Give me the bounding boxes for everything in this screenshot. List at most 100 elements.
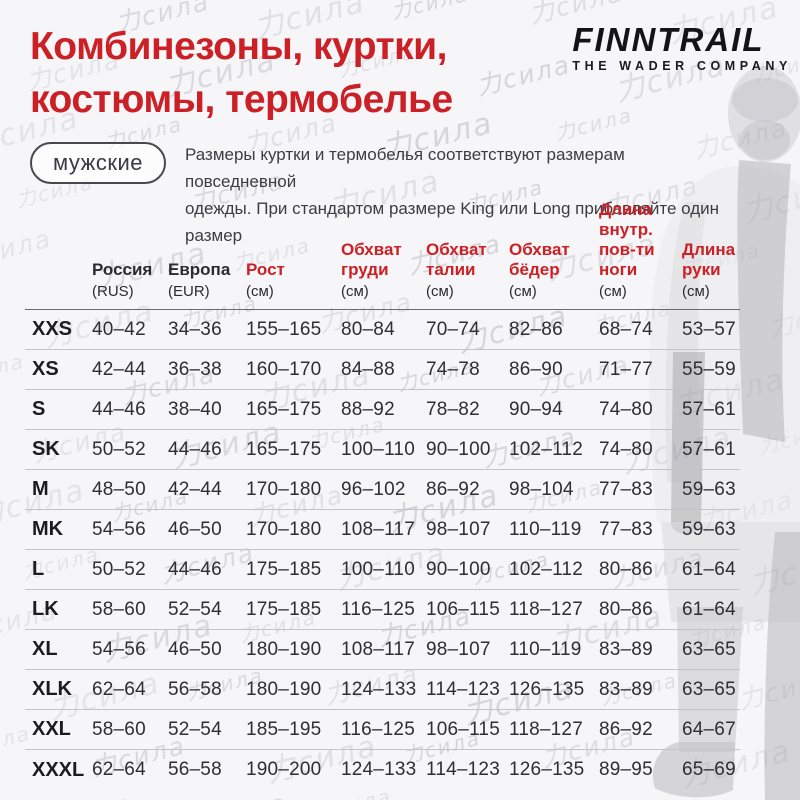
table-cell: 98–104: [509, 478, 574, 500]
table-cell: 57–61: [682, 438, 736, 460]
size-label: M: [32, 478, 49, 500]
table-cell: 116–125: [341, 598, 415, 620]
table-row: XLK 62–64 56–58 180–190 124–133 114–123 126–13…: [25, 670, 740, 710]
table-cell: 42–44: [168, 478, 222, 500]
table-cell: 114–123: [426, 678, 500, 700]
table-cell: 83–89: [599, 638, 653, 660]
table-cell: 62–64: [92, 759, 146, 780]
table-cell: 175–185: [246, 598, 322, 620]
table-cell: 58–60: [92, 598, 146, 620]
table-cell: 160–170: [246, 358, 322, 380]
size-label: XS: [32, 358, 59, 380]
column-header-label: Обхват груди: [341, 240, 402, 279]
column-header-unit: (RUS): [92, 283, 134, 300]
table-cell: 96–102: [341, 478, 406, 500]
table-cell: 170–180: [246, 518, 322, 540]
table-cell: 118–127: [509, 598, 583, 620]
table-cell: 61–64: [682, 598, 736, 620]
column-header-label: Россия: [92, 260, 153, 279]
table-cell: 110–119: [509, 518, 582, 540]
table-cell: 44–46: [92, 398, 146, 420]
column-header-unit: (см): [246, 283, 274, 300]
table-cell: 108–117: [341, 518, 415, 540]
table-cell: 100–110: [341, 558, 415, 580]
size-note: Размеры куртки и термобелья соответствую…: [185, 145, 720, 245]
table-cell: 77–83: [599, 478, 653, 500]
table-cell: 80–84: [341, 318, 395, 340]
column-header: Обхват груди (см): [341, 240, 426, 300]
table-cell: 59–63: [682, 478, 736, 500]
brand-tagline: THE WADER COMPANY: [572, 59, 792, 73]
table-cell: 74–80: [599, 398, 653, 420]
table-cell: 56–58: [168, 759, 222, 780]
size-label: XXXL: [32, 758, 85, 781]
table-cell: 114–123: [426, 759, 500, 780]
table-cell: 53–57: [682, 318, 736, 340]
table-cell: 57–61: [682, 398, 736, 420]
table-cell: 86–92: [599, 718, 653, 740]
column-header-label: Обхват талии: [426, 240, 487, 279]
column-header-unit: (см): [682, 283, 710, 300]
brand-logo: FINNTRAIL THE WADER COMPANY: [572, 21, 792, 73]
table-cell: 126–135: [509, 678, 585, 700]
table-cell: 82–86: [509, 318, 563, 340]
table-row: XXL 58–60 52–54 185–195 116–125 106–115 118–12…: [25, 710, 740, 750]
table-cell: 34–36: [168, 318, 222, 340]
table-cell: 42–44: [92, 358, 146, 380]
size-label: MK: [32, 518, 64, 540]
table-row: XXS 40–42 34–36 155–165 80–84 70–74 82–86 68–74…: [25, 310, 740, 350]
table-cell: 108–117: [341, 638, 415, 660]
size-table-body: XXS 40–42 34–36 155–165 80–84 70–74 82–86 68–74…: [25, 310, 740, 790]
table-cell: 90–94: [509, 398, 563, 420]
table-cell: 170–180: [246, 478, 322, 500]
column-header: Длина руки (см): [682, 240, 740, 300]
table-row: SK 50–52 44–46 165–175 100–110 90–100 102–112 7…: [25, 430, 740, 470]
table-cell: 155–165: [246, 318, 322, 340]
column-header-label: Европа: [168, 260, 231, 279]
size-label: XL: [32, 638, 58, 660]
table-row: XS 42–44 36–38 160–170 84–88 74–78 86–90 71–77 5…: [25, 350, 740, 390]
table-cell: 180–190: [246, 638, 322, 660]
table-cell: 83–89: [599, 678, 653, 700]
table-cell: 124–133: [341, 678, 417, 700]
table-row: LK 58–60 52–54 175–185 116–125 106–115 118–127…: [25, 590, 740, 630]
table-cell: 74–78: [426, 358, 480, 380]
column-header-unit: (см): [341, 283, 369, 300]
table-cell: 64–67: [682, 718, 736, 740]
table-cell: 110–119: [509, 638, 582, 660]
table-cell: 88–92: [341, 398, 395, 420]
table-row: M 48–50 42–44 170–180 96–102 86–92 98–104 77–83…: [25, 470, 740, 510]
table-cell: 50–52: [92, 438, 146, 460]
size-label: LK: [32, 598, 59, 620]
column-header-unit: (см): [426, 283, 454, 300]
table-cell: 98–107: [426, 638, 491, 660]
table-cell: 36–38: [168, 358, 222, 380]
table-cell: 124–133: [341, 759, 417, 780]
table-cell: 78–82: [426, 398, 480, 420]
table-cell: 84–88: [341, 358, 395, 380]
table-cell: 86–92: [426, 478, 480, 500]
brand-name: FINNTRAIL: [572, 21, 765, 58]
table-cell: 106–115: [426, 718, 500, 740]
column-header-unit: (см): [509, 283, 537, 300]
table-cell: 80–86: [599, 598, 653, 620]
column-header: Длина внутр. пов-ти ноги (см): [599, 200, 682, 300]
gender-badge: мужские: [30, 142, 166, 184]
table-row: XXXL 62–64 56–58 190–200 124–133 114–123 126–1…: [25, 750, 740, 790]
table-cell: 90–100: [426, 558, 491, 580]
size-table: Россия (RUS) Европа (EUR) Рост (см) Обхват гру…: [25, 200, 740, 790]
table-cell: 46–50: [168, 518, 222, 540]
column-header: Обхват бёдер (см): [509, 240, 599, 300]
table-cell: 175–185: [246, 558, 322, 580]
table-cell: 68–74: [599, 318, 653, 340]
table-cell: 70–74: [426, 318, 480, 340]
size-label: XXL: [32, 718, 71, 740]
column-header-label: Длина внутр. пов-ти ноги: [599, 200, 655, 279]
table-cell: 89–95: [599, 759, 653, 780]
table-row: XL 54–56 46–50 180–190 108–117 98–107 110–119 8…: [25, 630, 740, 670]
table-cell: 98–107: [426, 518, 491, 540]
size-label: S: [32, 398, 46, 420]
column-header: Рост (см): [246, 260, 341, 300]
column-header-unit: (EUR): [168, 283, 210, 300]
